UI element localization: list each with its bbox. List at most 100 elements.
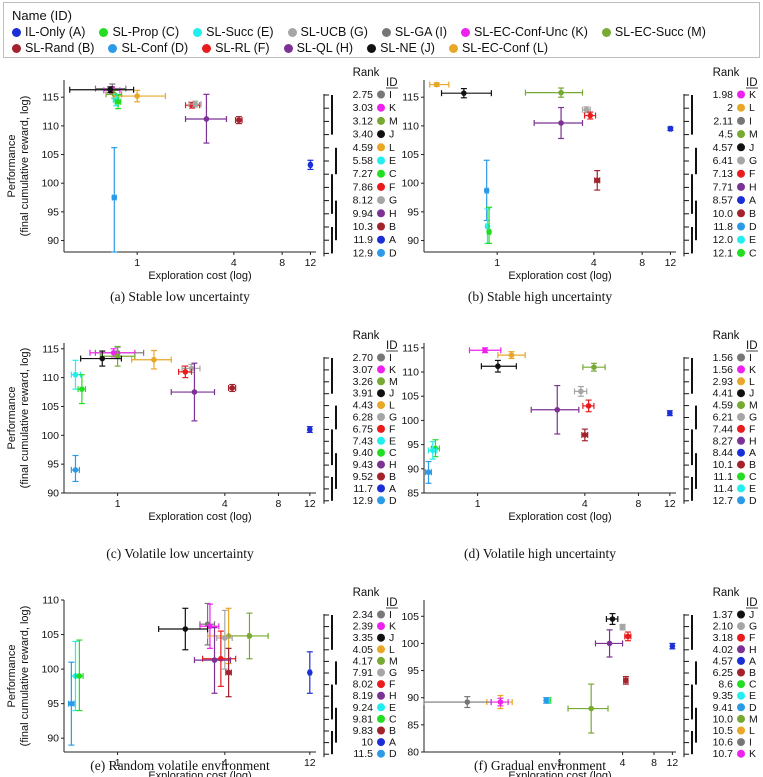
- rank-id: L: [389, 400, 395, 412]
- marker-J: [461, 90, 467, 96]
- rank-dot-D: [737, 496, 745, 505]
- rank-id: H: [389, 459, 397, 471]
- data-point-I: [423, 696, 492, 709]
- rank-dot-K: [737, 365, 745, 374]
- data-point-C: [114, 94, 122, 110]
- legend-label-K: SL-EC-Conf-Unc (K): [473, 25, 588, 39]
- rank-dot-L: [737, 726, 745, 735]
- rank-id: C: [749, 679, 757, 691]
- x-tick-label: 12: [305, 257, 317, 269]
- rank-dot-D: [377, 749, 385, 758]
- rank-value: 12.1: [713, 247, 734, 259]
- rank-dot-F: [737, 633, 745, 642]
- rank-id: H: [389, 208, 397, 220]
- rank-value: 3.03: [353, 102, 374, 114]
- rank-id: J: [389, 388, 394, 400]
- data-point-D: [111, 147, 118, 253]
- rank-dot-K: [737, 90, 745, 99]
- rank-dot-C: [737, 248, 745, 257]
- marker-M: [558, 89, 564, 96]
- rank-dot-G: [377, 668, 385, 677]
- chart-panel-3: 90 95 100 105 110 115 1 4 8 12 Exploration cost (l…: [6, 330, 398, 561]
- legend: Name (ID) IL-Only (A) SL-Prop (C) SL-Succ …: [3, 2, 760, 58]
- marker-D: [68, 700, 75, 707]
- marker-A: [667, 125, 674, 132]
- y-tick-label: 100: [41, 178, 59, 190]
- data-point-A: [306, 426, 313, 434]
- rank-id: J: [749, 388, 754, 400]
- rank-dot-L: [737, 377, 745, 386]
- data-point-J: [158, 607, 209, 651]
- marker-H: [558, 120, 564, 126]
- data-point-E: [70, 359, 82, 390]
- rank-id: K: [749, 89, 756, 101]
- rank-id: A: [749, 447, 756, 459]
- rank-dot-C: [737, 680, 745, 689]
- rank-value: 11.4: [713, 483, 733, 495]
- legend-label-F: SL-RL (F): [215, 41, 270, 55]
- id-header: ID: [386, 340, 398, 352]
- rank-value: 3.18: [713, 632, 734, 644]
- id-header: ID: [746, 77, 758, 89]
- rank-id: I: [749, 737, 752, 749]
- legend-title: Name (ID): [12, 8, 72, 23]
- marker-K: [110, 350, 117, 356]
- rank-value: 8.6: [718, 679, 733, 691]
- rank-id: K: [389, 102, 396, 114]
- rank-dot-G: [737, 413, 745, 421]
- legend-item-J: SL-NE (J): [367, 41, 435, 55]
- rank-id: I: [389, 89, 392, 101]
- legend-swatch-B: [12, 43, 21, 53]
- marker-A: [667, 410, 673, 416]
- legend-item-M: SL-EC-Succ (M): [601, 25, 706, 39]
- rank-value: 11.1: [713, 471, 733, 483]
- x-tick-label: 4: [620, 757, 626, 769]
- rank-id: K: [749, 364, 756, 376]
- marker-C: [79, 386, 85, 392]
- rank-value: 2.75: [353, 89, 374, 101]
- y-tick-label: 80: [407, 747, 419, 759]
- panel-caption: (b) Stable high uncertainty: [468, 289, 613, 304]
- rank-dot-I: [377, 610, 385, 619]
- marker-C: [486, 229, 492, 235]
- rank-dot-B: [737, 460, 745, 469]
- rank-id: K: [389, 364, 396, 376]
- rank-id: F: [749, 423, 755, 435]
- x-tick-label: 4: [591, 257, 597, 269]
- marker-B: [229, 385, 236, 391]
- rank-value: 2.10: [713, 621, 734, 633]
- y-axis-label: Performance: [6, 135, 18, 198]
- legend-swatch-I: [381, 27, 391, 37]
- rank-id: L: [749, 725, 755, 737]
- rank-dot-D: [737, 703, 745, 712]
- data-point-M: [567, 683, 609, 734]
- rank-dot-F: [377, 424, 385, 433]
- legend-label-M: SL-EC-Succ (M): [614, 25, 706, 39]
- rank-value: 10.1: [713, 459, 734, 471]
- rank-value: 4.57: [713, 655, 734, 667]
- rank-dot-M: [737, 401, 745, 410]
- rank-value: 9.52: [353, 471, 374, 483]
- rank-id: G: [389, 667, 397, 679]
- data-point-G: [188, 100, 202, 108]
- rank-value: 12.0: [713, 234, 734, 246]
- legend-label-A: IL-Only (A): [25, 25, 86, 39]
- y-tick-label: 95: [407, 665, 419, 677]
- rank-dot-C: [377, 169, 385, 178]
- marker-D: [483, 187, 490, 194]
- x-tick-label: 8: [276, 498, 282, 510]
- rank-id: F: [749, 632, 755, 644]
- marker-L: [508, 352, 515, 358]
- data-point-H: [170, 362, 216, 422]
- x-tick-label: 8: [639, 257, 645, 269]
- marker-H: [203, 116, 210, 122]
- legend-swatch-L: [448, 43, 458, 53]
- rank-value: 11.9: [353, 234, 373, 246]
- rank-dot-H: [737, 182, 745, 191]
- rank-id: D: [749, 495, 757, 507]
- marker-H: [211, 657, 218, 663]
- legend-item-B: SL-Rand (B): [12, 41, 94, 55]
- rank-dot-M: [737, 714, 745, 723]
- x-tick-label: 4: [582, 498, 588, 510]
- marker-G: [188, 365, 195, 372]
